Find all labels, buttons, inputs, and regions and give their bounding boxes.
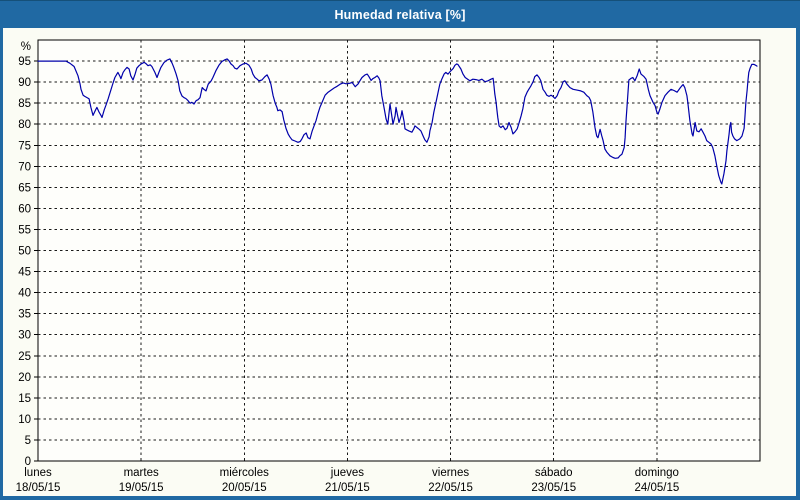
y-axis-tick-label: 50 — [18, 246, 31, 258]
plot-frame — [37, 39, 761, 462]
x-axis-day-label: martes — [124, 467, 159, 479]
chart-title: Humedad relativa [%] — [334, 7, 466, 22]
x-axis-day-label: miércoles — [220, 467, 269, 479]
y-axis-tick-label: 55 — [18, 224, 31, 236]
y-axis-tick-label: 75 — [18, 140, 31, 152]
y-axis-tick-label: 95 — [18, 56, 31, 68]
x-axis-date-label: 21/05/15 — [325, 482, 370, 494]
y-axis-tick-label: 30 — [18, 330, 31, 342]
y-axis-tick-label: 10 — [18, 414, 31, 426]
y-axis-tick-label: 40 — [18, 288, 31, 300]
x-axis-date-label: 23/05/15 — [531, 482, 576, 494]
y-axis-tick-label: 90 — [18, 77, 31, 89]
y-axis-tick-label: 65 — [18, 182, 31, 194]
x-axis-day-label: lunes — [24, 467, 52, 479]
x-axis-date-label: 24/05/15 — [634, 482, 679, 494]
y-axis-tick-label: 60 — [18, 203, 31, 215]
y-axis-tick-label: 5 — [25, 435, 31, 447]
x-axis-day-label: sábado — [535, 467, 573, 479]
x-axis-date-label: 19/05/15 — [119, 482, 164, 494]
y-axis-tick-label: 70 — [18, 161, 31, 173]
chart-area: 0 5 10 15 20 25 30 35 40 45 50 55 60 65 70 75 80 85 90 95% l… — [3, 28, 796, 496]
y-axis-tick-label: 45 — [18, 267, 31, 279]
y-axis-tick-label: 25 — [18, 351, 31, 363]
x-axis-day-label: jueves — [330, 467, 364, 479]
y-axis-unit-label: % — [21, 41, 31, 53]
x-axis-date-label: 18/05/15 — [16, 482, 61, 494]
humidity-line-chart: 0 5 10 15 20 25 30 35 40 45 50 55 60 65 70 75 80 85 90 95% l… — [16, 39, 761, 494]
x-axis-date-label: 22/05/15 — [428, 482, 473, 494]
y-axis-tick-label: 35 — [18, 309, 31, 321]
x-axis-day-label: viernes — [432, 467, 469, 479]
y-axis-tick-label: 15 — [18, 393, 31, 405]
x-axis-day-label: domingo — [635, 467, 679, 479]
y-axis-tick-label: 80 — [18, 119, 31, 131]
y-axis-tick-label: 0 — [25, 456, 31, 468]
x-axis-date-label: 20/05/15 — [222, 482, 267, 494]
window-titlebar: Humedad relativa [%] — [0, 0, 800, 28]
humidity-series-line — [37, 58, 758, 185]
y-axis-tick-label: 20 — [18, 372, 31, 384]
y-axis-tick-label: 85 — [18, 98, 31, 110]
